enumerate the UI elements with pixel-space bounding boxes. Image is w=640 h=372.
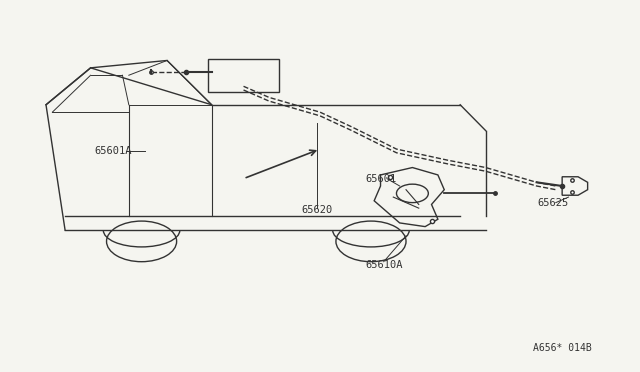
Text: 65601: 65601 xyxy=(365,174,396,184)
Text: 65601A: 65601A xyxy=(94,146,132,156)
Text: 65610A: 65610A xyxy=(365,260,403,270)
Text: 65625: 65625 xyxy=(537,198,568,208)
Text: A656* 014B: A656* 014B xyxy=(532,343,591,353)
Text: 65620: 65620 xyxy=(301,205,332,215)
